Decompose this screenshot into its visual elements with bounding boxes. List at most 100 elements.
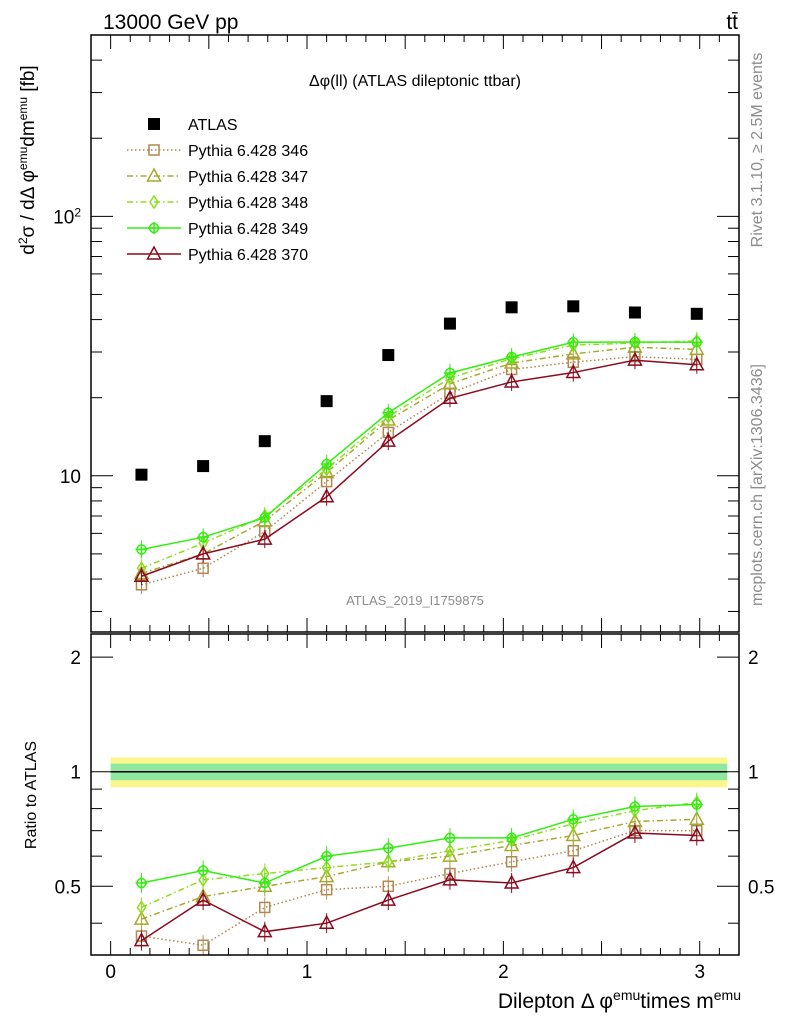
ratio-data-point (505, 856, 518, 868)
data-point (382, 349, 395, 362)
legend-entry: Pythia 6.428 348 (127, 194, 308, 212)
ratio-data-point-cross (567, 813, 580, 826)
ratio-data-point (318, 868, 335, 883)
ratio-series-pythia-6-428-348 (136, 792, 702, 918)
series-line (141, 341, 697, 551)
data-point (689, 356, 705, 371)
legend-entry: Pythia 6.428 370 (127, 245, 308, 264)
rivet-version-label: Rivet 3.1.10, ≥ 2.5M events (749, 53, 766, 248)
ratio-data-point (257, 923, 273, 938)
legend-marker (148, 118, 160, 130)
ratio-data-point (689, 810, 705, 826)
data-point (195, 545, 211, 560)
main-title: Δφ(ll) (ATLAS dileptonic ttbar) (309, 73, 521, 90)
ratio-ytick-label-right: 2 (748, 648, 759, 669)
ratio-data-point (689, 826, 705, 842)
legend-marker (149, 194, 159, 210)
data-point (628, 306, 641, 319)
legend-entry: Pythia 6.428 346 (127, 143, 308, 160)
data-point-cross (135, 543, 148, 556)
main-y-axis-label: d2σ / dΔ φemudmemu [fb] (16, 65, 39, 254)
xtick-label: 2 (498, 962, 509, 983)
ratio-data-point (318, 914, 335, 929)
ratio-data-point (442, 871, 458, 886)
ratio-series-line (141, 801, 697, 909)
legend-label: Pythia 6.428 370 (188, 247, 308, 264)
xtick-label: 1 (302, 962, 313, 983)
data-point-cross (505, 350, 518, 363)
ratio-data-point (321, 860, 332, 875)
legend-label: Pythia 6.428 347 (188, 169, 308, 186)
data-point (318, 488, 335, 503)
data-point (133, 567, 150, 583)
ratio-data-point (259, 901, 271, 914)
main-ytick-label-10: 10 (60, 467, 81, 488)
legend-label: Pythia 6.428 349 (188, 221, 308, 238)
data-point (689, 340, 705, 356)
data-point (442, 389, 458, 405)
data-point (258, 435, 271, 448)
ratio-data-point (136, 900, 147, 915)
series-pythia-6-428-349 (135, 332, 703, 559)
ratio-data-point-cross (505, 831, 518, 844)
legend-entry: Pythia 6.428 349 (127, 221, 308, 238)
data-point-cross (258, 511, 271, 524)
data-point-cross (382, 406, 395, 419)
ratio-data-point-cross (628, 800, 641, 813)
data-point (505, 301, 518, 314)
series-line (141, 340, 697, 569)
ratio-data-point (567, 844, 580, 857)
data-point-cross (443, 367, 456, 380)
main-frame (90, 34, 740, 633)
ratio-series-pythia-6-428-347 (133, 809, 705, 930)
legend-label: ATLAS (188, 117, 238, 134)
data-point (257, 530, 273, 545)
series-pythia-6-428-346 (135, 347, 703, 594)
ratio-data-point (565, 858, 582, 874)
ratio-data-point (503, 874, 520, 889)
data-point (503, 373, 520, 388)
ratio-data-point (195, 891, 211, 906)
series-pythia-6-428-370 (133, 351, 705, 586)
data-point-cross (197, 531, 210, 544)
series-line (141, 355, 697, 586)
data-point (443, 317, 456, 330)
ratio-axis-ticks (91, 634, 739, 955)
data-point (690, 307, 703, 320)
ratio-series-layer (133, 792, 705, 956)
ratio-series-line (141, 829, 697, 947)
data-point (565, 363, 582, 379)
legend-marker-cross (148, 222, 160, 234)
ratio-data-point (503, 836, 520, 852)
series-pythia-6-428-347 (133, 338, 705, 583)
ratio-ytick-labels: 0.5 0.5 1 1 2 2 (55, 648, 775, 898)
ratio-series-line (141, 832, 697, 942)
ratio-plot-panel: 0.5 0.5 1 1 2 2 0 1 2 3 Ratio to ATLAS Dilepton … (23, 633, 775, 1013)
ratio-ytick-label: 0.5 (55, 877, 81, 898)
ratio-data-point-cross (443, 831, 456, 844)
ratio-series-line (141, 803, 697, 884)
main-ytick-labels: 10 102 (53, 205, 81, 487)
ratio-data-point (445, 843, 455, 859)
ratio-series-pythia-6-428-349 (135, 794, 703, 894)
xtick-label: 3 (694, 962, 705, 983)
legend-entry: Pythia 6.428 347 (127, 167, 308, 186)
ratio-data-point (198, 872, 209, 888)
ratio-frame (90, 633, 740, 956)
ratio-ytick-label: 1 (70, 763, 81, 784)
series-line (141, 359, 697, 577)
data-point (567, 300, 580, 313)
ratio-y-axis-label: Ratio to ATLAS (23, 741, 40, 849)
series-line (141, 346, 697, 575)
ratio-series-pythia-6-428-370 (133, 823, 705, 951)
ratio-data-point (133, 932, 150, 947)
ratio-data-point (442, 847, 458, 862)
data-point (320, 395, 333, 408)
ratio-data-point (197, 939, 209, 952)
data-point (442, 375, 458, 390)
legend-marker (146, 245, 162, 260)
ratio-ytick-label-right: 0.5 (748, 877, 774, 898)
ratio-series-pythia-6-428-346 (135, 820, 703, 956)
analysis-watermark: ATLAS_2019_I1759875 (346, 593, 484, 608)
